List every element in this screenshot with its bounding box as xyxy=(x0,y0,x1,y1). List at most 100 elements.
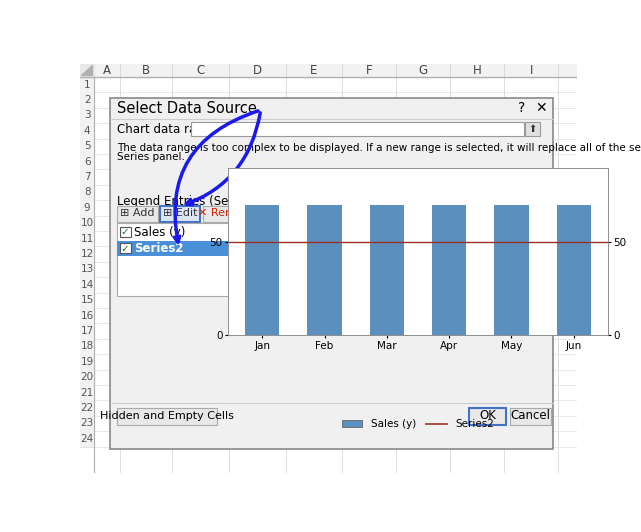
Text: 16: 16 xyxy=(81,311,94,321)
Text: ∨: ∨ xyxy=(271,208,279,218)
Bar xyxy=(80,215,94,231)
Bar xyxy=(269,206,283,222)
Bar xyxy=(80,64,577,77)
Bar xyxy=(80,93,94,108)
Text: 2: 2 xyxy=(370,243,378,256)
Text: ∧: ∧ xyxy=(256,208,264,218)
Bar xyxy=(510,408,551,425)
Bar xyxy=(80,246,94,262)
Bar xyxy=(494,205,529,335)
Text: 8: 8 xyxy=(84,187,90,197)
Bar xyxy=(365,223,545,296)
Bar xyxy=(308,205,342,335)
Bar xyxy=(80,123,94,138)
Bar xyxy=(370,205,404,335)
Text: ✕ Remove: ✕ Remove xyxy=(197,208,256,218)
Text: 11: 11 xyxy=(81,234,94,244)
Text: 18: 18 xyxy=(81,342,94,352)
Text: 10: 10 xyxy=(81,218,94,228)
Text: The data range is too complex to be displayed. If a new range is selected, it wi: The data range is too complex to be disp… xyxy=(117,143,641,153)
Text: D: D xyxy=(253,64,262,77)
Bar xyxy=(80,200,94,215)
Text: ?: ? xyxy=(519,102,526,115)
Text: F: F xyxy=(366,64,372,77)
Text: 13: 13 xyxy=(81,264,94,275)
Text: Chart data range:: Chart data range: xyxy=(117,123,223,136)
Bar xyxy=(117,241,350,256)
Bar xyxy=(80,154,94,169)
Text: 4: 4 xyxy=(84,126,90,136)
Bar xyxy=(117,223,350,296)
Text: 3: 3 xyxy=(84,111,90,120)
Text: 14: 14 xyxy=(81,280,94,290)
Text: Hidden and Empty Cells: Hidden and Empty Cells xyxy=(100,411,234,421)
Bar xyxy=(121,243,131,253)
Text: 6: 6 xyxy=(84,156,90,167)
Bar xyxy=(117,408,217,425)
Bar xyxy=(203,206,251,222)
Text: 1: 1 xyxy=(370,228,378,240)
Text: ✕: ✕ xyxy=(535,102,547,115)
Text: Select Data Source: Select Data Source xyxy=(117,101,257,116)
Text: ⊞ Add: ⊞ Add xyxy=(121,208,154,218)
Bar xyxy=(80,138,94,154)
Text: B: B xyxy=(142,64,150,77)
Text: ⊞ Switch Row/Column: ⊞ Switch Row/Column xyxy=(274,174,388,185)
Text: OK: OK xyxy=(479,409,496,422)
Text: 5: 5 xyxy=(84,141,90,151)
Text: 21: 21 xyxy=(81,388,94,397)
Bar xyxy=(80,401,94,415)
Bar xyxy=(80,323,94,339)
Text: ⊞ Edit: ⊞ Edit xyxy=(368,208,403,218)
Text: 17: 17 xyxy=(81,326,94,336)
Bar xyxy=(117,206,158,222)
Text: 23: 23 xyxy=(81,419,94,428)
Text: Series panel.: Series panel. xyxy=(117,152,185,162)
Text: 2: 2 xyxy=(84,95,90,105)
Text: C: C xyxy=(196,64,204,77)
Bar xyxy=(191,122,524,136)
Bar xyxy=(245,205,279,335)
Text: G: G xyxy=(419,64,428,77)
Text: Legend Entries (Series): Legend Entries (Series) xyxy=(117,195,255,208)
Bar xyxy=(80,185,94,200)
Bar xyxy=(80,77,94,93)
Bar xyxy=(80,64,94,77)
Bar xyxy=(80,231,94,246)
Bar xyxy=(160,206,200,222)
Bar xyxy=(80,169,94,185)
Text: ⬆: ⬆ xyxy=(529,124,537,134)
Text: ✓: ✓ xyxy=(121,228,129,237)
Bar xyxy=(80,108,94,123)
Text: 24: 24 xyxy=(81,434,94,444)
Legend: Sales (y), Series2: Sales (y), Series2 xyxy=(337,415,499,434)
Bar xyxy=(80,370,94,385)
Bar xyxy=(257,193,551,322)
Bar xyxy=(432,205,466,335)
Bar xyxy=(365,206,406,222)
Text: 19: 19 xyxy=(81,357,94,367)
Bar xyxy=(80,339,94,354)
Bar xyxy=(80,293,94,308)
Text: ⊞ Edit: ⊞ Edit xyxy=(163,208,197,218)
Bar xyxy=(121,227,131,237)
Bar xyxy=(80,277,94,293)
Text: 1: 1 xyxy=(84,80,90,89)
Bar xyxy=(80,262,94,277)
Bar xyxy=(80,385,94,400)
Text: 12: 12 xyxy=(81,249,94,259)
Bar xyxy=(556,205,591,335)
Text: Cancel: Cancel xyxy=(510,409,551,422)
Bar xyxy=(283,172,380,188)
Bar xyxy=(469,408,506,425)
Text: 20: 20 xyxy=(81,372,94,382)
Text: 9: 9 xyxy=(84,203,90,213)
Bar xyxy=(110,98,553,449)
Bar xyxy=(80,431,94,446)
Text: Series2: Series2 xyxy=(135,242,184,255)
Text: I: I xyxy=(529,64,533,77)
Bar xyxy=(253,206,267,222)
Bar xyxy=(80,308,94,323)
Text: E: E xyxy=(310,64,317,77)
Bar xyxy=(80,354,94,370)
